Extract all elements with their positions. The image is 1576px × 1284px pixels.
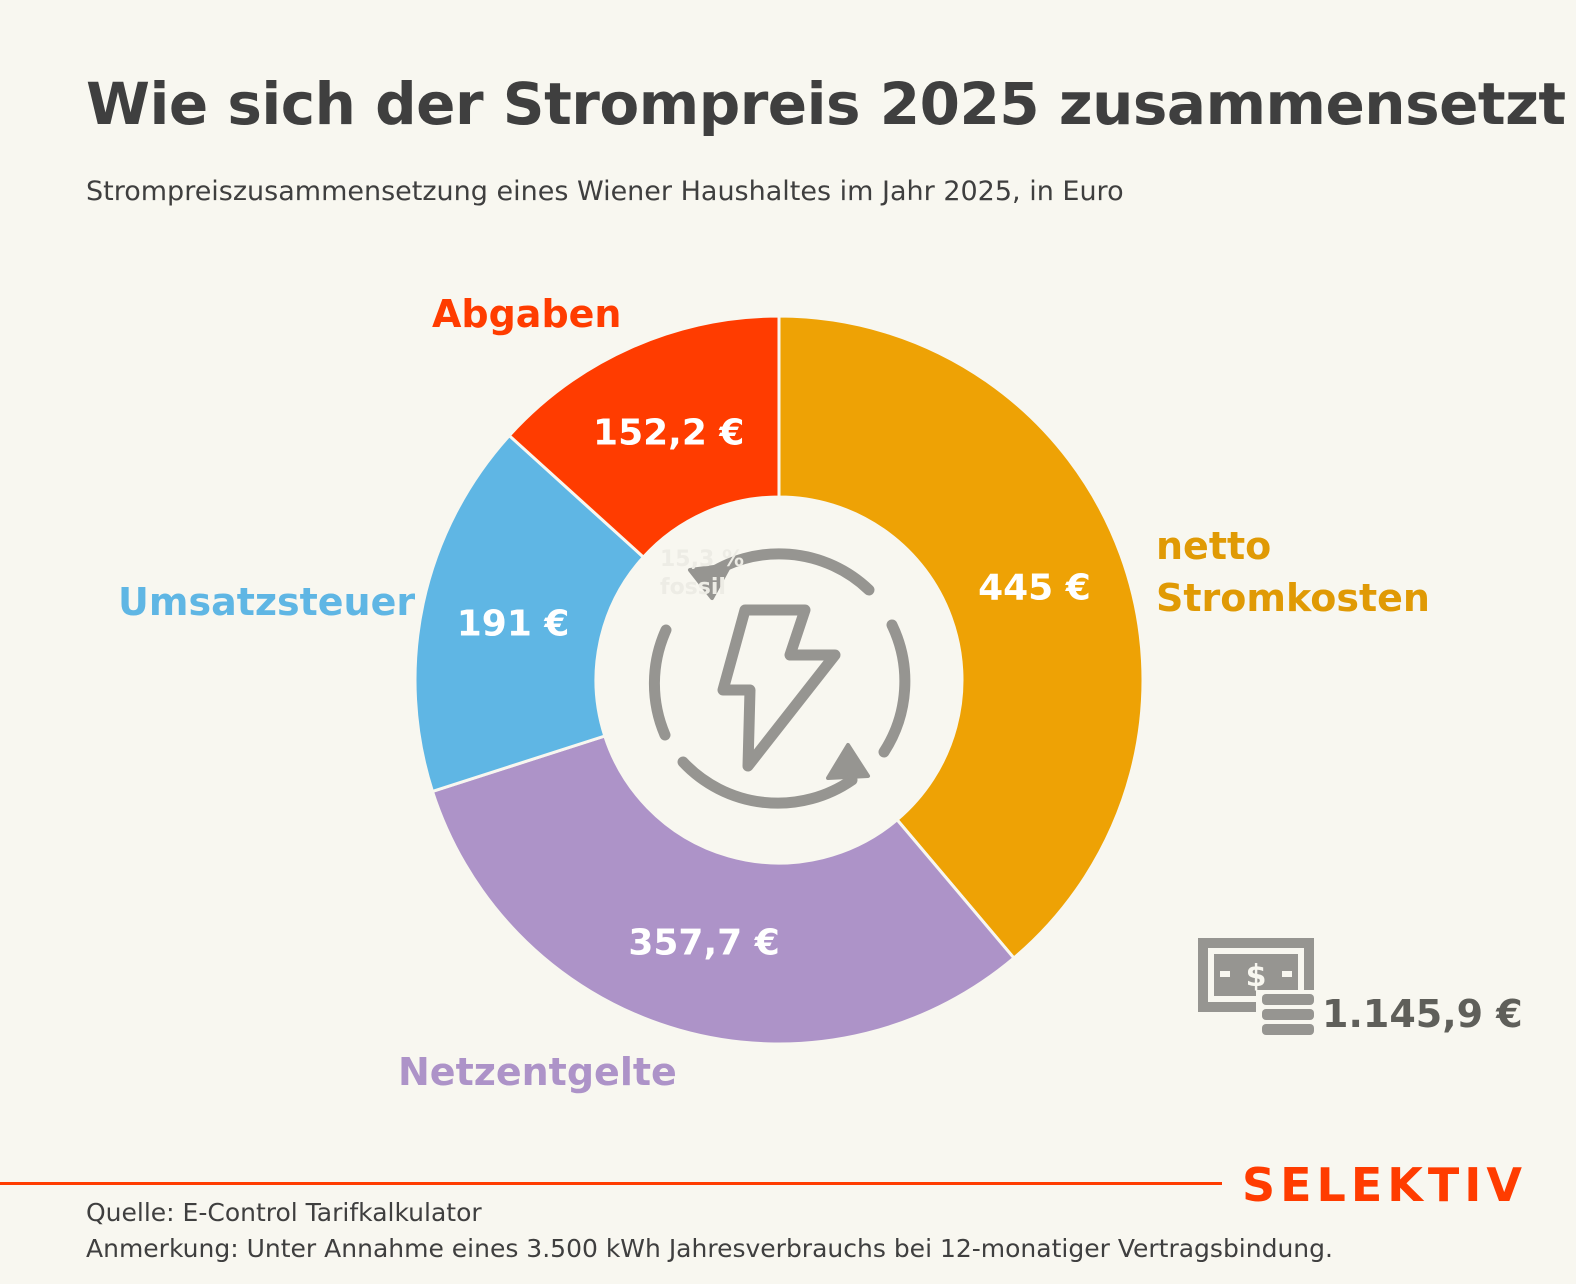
slice-value-label: 445 € [978,568,1091,609]
legend-label-abgaben: Abgaben [432,292,622,336]
ghost-annotation: 15,3 % fossil [660,546,744,602]
label-line: netto [1156,524,1272,568]
money-icon: $ [1198,938,1316,1036]
ghost-line: 15,3 % [660,547,744,572]
slice-value-label: 357,7 € [628,922,779,963]
slice-value-label: 152,2 € [593,412,744,453]
brand-logo: SELEKTIV [1242,1158,1528,1212]
legend-label-umsatzsteuer: Umsatzsteuer [118,580,416,624]
total-value: 1.145,9 € [1322,992,1523,1036]
source-note: Quelle: E-Control Tarifkalkulator [86,1198,482,1227]
legend-label-netzentgelte: Netzentgelte [398,1050,677,1094]
ghost-line: fossil [660,575,726,600]
slice-value-label: 191 € [457,604,570,645]
svg-text:$: $ [1246,959,1267,994]
chart-title: Wie sich der Strompreis 2025 zusammenset… [86,70,1566,138]
footer-divider [0,1182,1222,1185]
electricity-cycle-icon [648,548,911,809]
footnote: Anmerkung: Unter Annahme eines 3.500 kWh… [86,1234,1333,1263]
donut-slice-netzentgelte [430,734,1017,1046]
legend-label-netto-stromkosten: netto Stromkosten [1156,520,1430,624]
donut-slice-umsatzsteuer [413,433,646,794]
chart-subtitle: Strompreiszusammensetzung eines Wiener H… [86,176,1124,207]
label-line: Stromkosten [1156,576,1430,620]
donut-slice-abgaben [507,314,781,560]
donut-slice-netto-stromkosten [777,314,1145,961]
